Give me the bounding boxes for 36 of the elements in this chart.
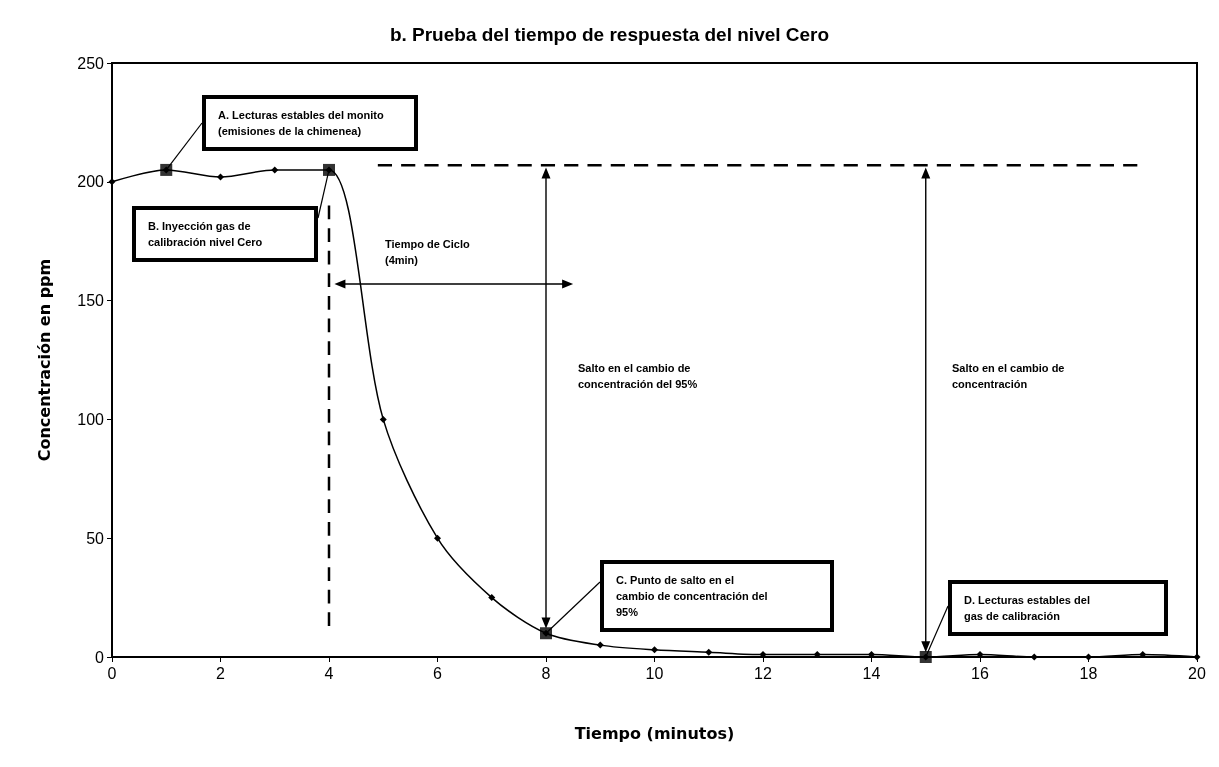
point [434, 534, 441, 542]
point [379, 415, 387, 423]
point [1030, 653, 1038, 661]
y-tick-label: 100 [77, 410, 105, 428]
point [705, 648, 713, 656]
y-tick-label: 250 [77, 54, 105, 72]
y-tick-label: 0 [95, 648, 105, 666]
annotation: B. Inyección gas de calibración nivel Cero [132, 206, 318, 262]
x-tick-label: 10 [645, 664, 664, 682]
x-tick-label: 6 [433, 664, 443, 682]
x-tick-label: 4 [324, 664, 334, 682]
x-tick-label: 16 [971, 664, 989, 682]
annotation: D. Lecturas estables del gas de calibración [948, 580, 1168, 636]
x-tick-label: 2 [216, 664, 226, 682]
x-tick-label: 14 [862, 664, 881, 682]
x-tick-label: 12 [754, 664, 772, 682]
x-tick-label: 18 [1079, 664, 1098, 682]
point [596, 641, 604, 649]
point [488, 594, 496, 602]
y-tick-label: 150 [77, 292, 105, 310]
point [217, 173, 224, 181]
annotation: Tiempo de Ciclo (4min) [385, 237, 471, 268]
x-tick-label: 8 [541, 664, 551, 682]
y-axis-title: Concentración en ppm [34, 258, 54, 462]
chart-title: b. Prueba del tiempo de respuesta del nivel Cero [389, 24, 830, 45]
x-tick-label: 0 [107, 664, 117, 682]
annotation: C. Punto de salto en el cambio de concentración del 95% [600, 560, 834, 632]
annotation: Salto en el cambio de concentración [952, 361, 1066, 392]
x-tick-label: 20 [1188, 664, 1206, 682]
y-tick-label: 200 [77, 173, 105, 191]
point [271, 166, 279, 174]
annotation: Salto en el cambio de concentración del 95% [578, 361, 699, 392]
annotation: A. Lecturas estables del monito (emisiones de la chimenea) [202, 95, 418, 151]
x-axis-title: Tiempo (minutos) [574, 723, 735, 743]
y-tick-label: 50 [86, 529, 105, 547]
point [651, 646, 658, 654]
